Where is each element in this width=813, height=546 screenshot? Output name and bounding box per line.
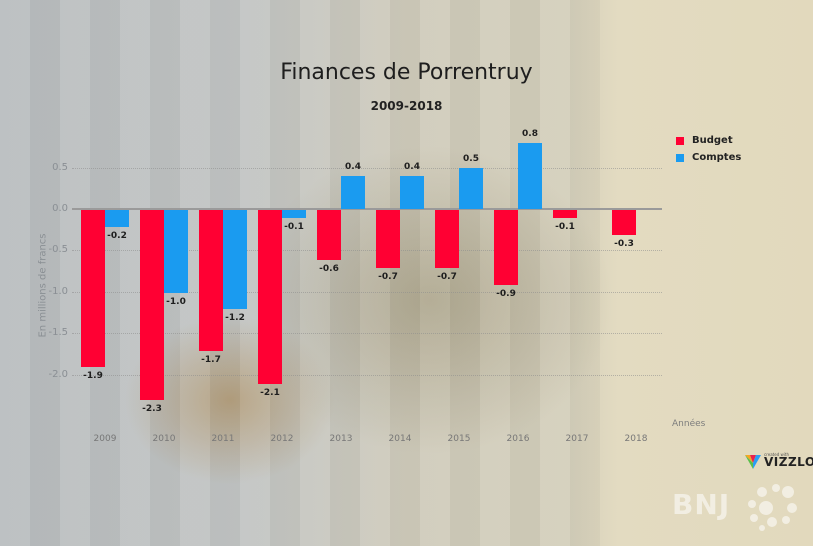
value-label: -2.1 [260, 387, 280, 398]
x-tick-label: 2009 [93, 434, 117, 444]
value-label: -1.7 [201, 354, 221, 365]
bar-comptes[interactable] [341, 175, 365, 209]
legend-item-comptes[interactable]: Comptes [676, 149, 741, 166]
value-label: -0.3 [614, 238, 634, 249]
gridline [72, 167, 662, 169]
bar-budget[interactable] [199, 210, 223, 351]
vizzlo-created-with: created with [764, 452, 789, 457]
value-label: -0.9 [496, 288, 516, 299]
bar-comptes[interactable] [105, 210, 129, 227]
value-label: 0.8 [522, 128, 538, 139]
value-label: -0.6 [319, 263, 339, 274]
comptes-swatch-icon [676, 153, 684, 162]
legend-label: Comptes [692, 152, 742, 163]
chart-title: Finances de Porrentruy [280, 60, 533, 85]
x-tick-label: 2010 [152, 434, 176, 444]
bar-comptes[interactable] [518, 142, 542, 209]
x-tick-label: 2013 [329, 434, 353, 444]
bar-budget[interactable] [258, 210, 282, 384]
bar-comptes[interactable] [282, 210, 306, 219]
bar-budget[interactable] [140, 210, 164, 401]
zero-line [72, 208, 662, 210]
bar-comptes[interactable] [164, 210, 188, 293]
y-tick-label: -1.0 [48, 285, 68, 297]
bar-budget[interactable] [435, 210, 459, 268]
y-tick-label: 0.5 [52, 161, 68, 173]
y-tick-label: -1.5 [48, 327, 68, 339]
budget-swatch-icon [676, 136, 684, 145]
value-label: -0.7 [437, 271, 457, 282]
y-tick-label: 0.0 [52, 203, 68, 214]
vizzlo-logo: created with VIZZLO [745, 452, 813, 469]
bnj-watermark: BNJ [672, 488, 731, 521]
value-label: -0.7 [378, 271, 398, 282]
x-tick-label: 2011 [211, 434, 235, 444]
gridline [72, 250, 662, 252]
gridline [72, 291, 662, 293]
gridline [72, 333, 662, 335]
chart-subtitle: 2009-2018 [370, 99, 443, 113]
vizzlo-v-icon [745, 455, 761, 469]
bar-budget[interactable] [612, 210, 636, 235]
bar-comptes[interactable] [400, 175, 424, 209]
vizzlo-name: VIZZLO [764, 455, 813, 469]
value-label: -0.1 [555, 222, 575, 233]
x-tick-label: 2014 [388, 434, 412, 444]
value-label: -0.1 [284, 222, 304, 233]
value-label: -1.9 [83, 371, 103, 382]
value-label: -1.0 [166, 296, 186, 307]
bar-comptes[interactable] [459, 167, 483, 209]
bar-budget[interactable] [376, 210, 400, 268]
value-label: -2.3 [142, 404, 162, 415]
value-label: 0.5 [463, 153, 479, 164]
x-tick-label: 2012 [270, 434, 294, 444]
x-tick-label: 2017 [565, 434, 589, 444]
bar-comptes[interactable] [223, 210, 247, 310]
x-tick-label: 2015 [447, 434, 471, 444]
bnj-dots-icon [748, 484, 797, 531]
y-tick-label: -0.5 [48, 244, 68, 256]
legend: Budget Comptes [676, 132, 741, 166]
x-axis-label: Années [672, 419, 706, 429]
legend-label: Budget [692, 135, 733, 146]
bar-budget[interactable] [81, 210, 105, 368]
legend-item-budget[interactable]: Budget [676, 132, 741, 149]
value-label: 0.4 [404, 161, 420, 172]
value-label: -0.2 [107, 230, 127, 241]
bar-budget[interactable] [553, 210, 577, 219]
x-tick-label: 2018 [624, 434, 648, 444]
bar-budget[interactable] [494, 210, 518, 285]
value-label: -1.2 [225, 313, 245, 324]
bar-budget[interactable] [317, 210, 341, 260]
y-tick-label: -2.0 [48, 368, 68, 380]
x-tick-label: 2016 [506, 434, 530, 444]
gridline [72, 374, 662, 376]
value-label: 0.4 [345, 161, 361, 172]
